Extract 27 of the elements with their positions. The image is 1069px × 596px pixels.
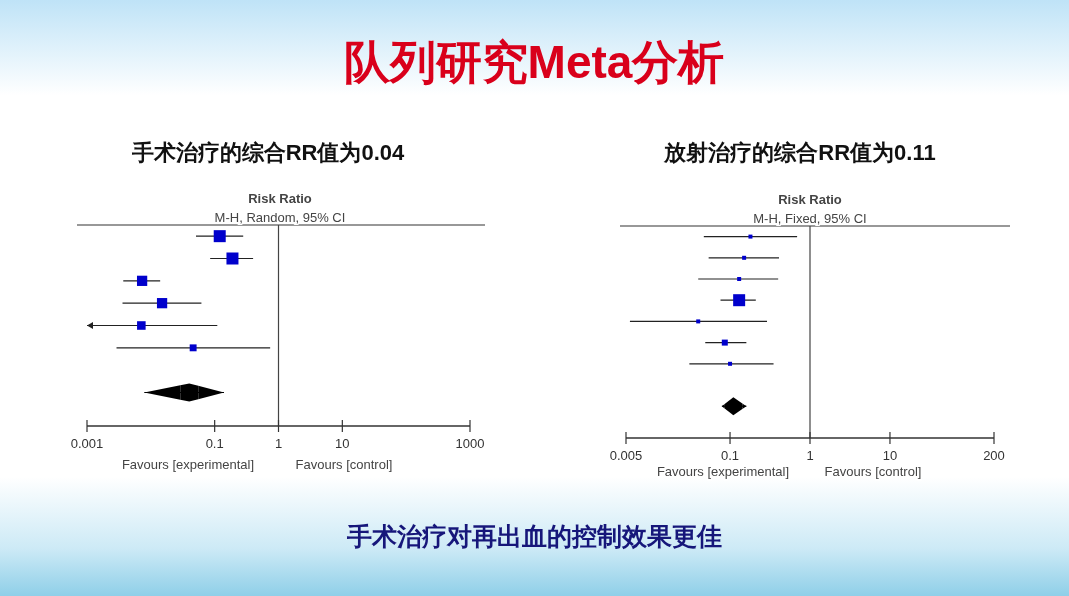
x-tick-label: 10	[335, 436, 350, 451]
text: Favours [control]	[295, 457, 393, 472]
text: Favours [experimental]	[656, 464, 790, 479]
x-tick-label: 1000	[455, 436, 485, 451]
annotation: M-H, Fixed, 95% CI	[753, 211, 867, 226]
x-tick-label: 1	[806, 448, 814, 463]
point	[724, 397, 743, 416]
text: Favours [control]	[824, 464, 922, 479]
chart-title: 放射治疗的综合RR值为0.11	[663, 140, 936, 165]
point	[721, 339, 728, 346]
text: 队列研究Meta分析	[343, 36, 725, 88]
annotation: M-H, Random, 95% CI	[214, 210, 346, 225]
point	[737, 277, 742, 281]
x-tick-label: 10	[882, 448, 898, 463]
chart-title: 手术治疗的综合RR值为0.04	[130, 140, 406, 165]
text: Risk Ratio	[248, 191, 312, 206]
text: Risk Ratio	[778, 192, 842, 207]
text: 手术治疗对再出血的控制效果更佳	[345, 522, 722, 550]
x-tick-label: 200	[983, 448, 1005, 463]
point	[742, 255, 747, 260]
x-tick-label: 0.1	[205, 436, 224, 451]
x-tick-label: 1	[274, 436, 283, 451]
x-tick-label: 0.005	[609, 448, 643, 463]
text: Favours [experimental]	[121, 457, 255, 472]
x-tick-label: 0.001	[70, 436, 104, 451]
x-tick-label: 0.1	[721, 448, 740, 463]
point	[728, 361, 733, 366]
